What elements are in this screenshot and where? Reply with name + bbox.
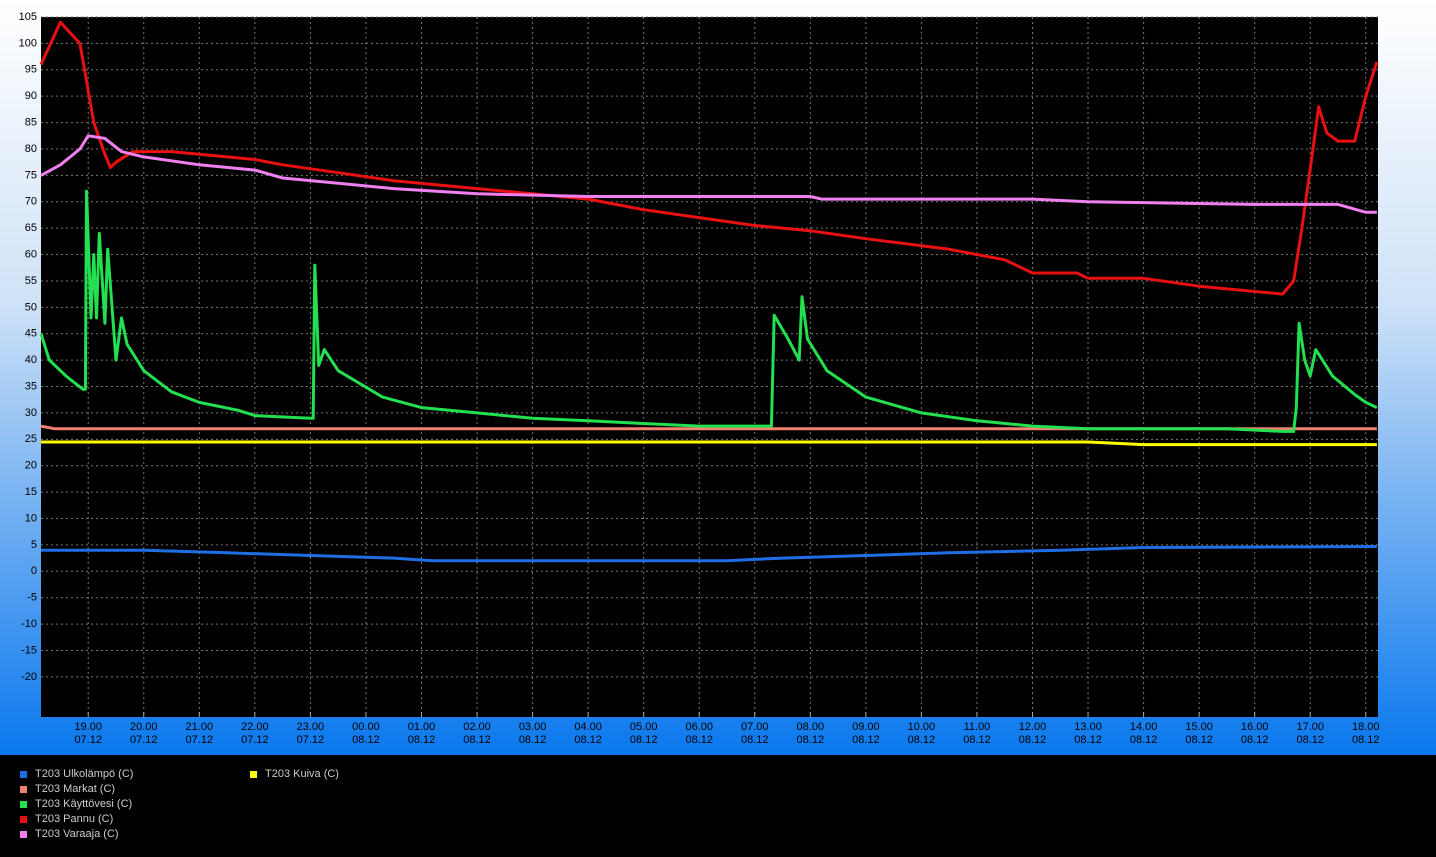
x-tick-label: 09.00 08.12 [852, 721, 880, 746]
x-tick-label: 16.00 08.12 [1240, 721, 1269, 746]
y-tick-label: 60 [25, 248, 37, 260]
y-tick-label: -20 [21, 671, 37, 683]
series-line [40, 424, 1377, 431]
x-tick-label: 23.00 07.12 [296, 721, 325, 746]
y-tick-label: 50 [25, 301, 37, 313]
y-tick-label: 105 [19, 11, 37, 23]
y-tick-label: 80 [25, 143, 37, 155]
y-tick-label: 5 [31, 539, 37, 551]
legend-label: T203 Käyttövesi (C) [35, 798, 132, 810]
y-tick-label: 45 [25, 328, 37, 340]
series-line [39, 189, 1378, 433]
x-tick-label: 07.00 08.12 [741, 721, 769, 746]
y-tick-label: 20 [25, 460, 37, 472]
legend-label: T203 Varaaja (C) [35, 828, 119, 840]
x-tick-label: 02.00 08.12 [463, 721, 491, 746]
y-tick-label: 90 [25, 90, 37, 102]
x-tick-label: 04.00 08.12 [574, 721, 602, 746]
x-tick-label: 17.00 08.12 [1296, 721, 1324, 746]
x-tick-label: 15.00 08.12 [1185, 721, 1213, 746]
y-tick-label: 55 [25, 275, 37, 287]
y-tick-label: 0 [31, 565, 37, 577]
y-tick-label: 15 [25, 486, 37, 498]
x-tick-label: 21.00 07.12 [185, 721, 214, 746]
x-tick-label: 18.00 08.12 [1352, 721, 1380, 746]
legend-label: T203 Ulkolämpö (C) [35, 768, 133, 780]
x-tick-label: 05.00 08.12 [629, 721, 658, 746]
x-tick-label: 00.00 08.12 [352, 721, 380, 746]
y-tick-label: 75 [25, 169, 37, 181]
x-tick-label: 11.00 08.12 [963, 721, 991, 746]
y-tick-label: 95 [25, 64, 37, 76]
legend-swatch [20, 801, 27, 808]
x-tick-label: 10.00 08.12 [907, 721, 936, 746]
legend-swatch [250, 771, 257, 778]
y-tick-label: -10 [21, 618, 37, 630]
legend-label: T203 Kuiva (C) [265, 768, 339, 780]
y-tick-label: 65 [25, 222, 37, 234]
y-tick-label: 70 [25, 196, 37, 208]
y-tick-label: 30 [25, 407, 37, 419]
y-tick-label: 40 [25, 354, 37, 366]
y-tick-label: 10 [25, 512, 37, 524]
legend-label: T203 Markat (C) [35, 783, 115, 795]
legend-swatch [20, 831, 27, 838]
x-tick-label: 01.00 08.12 [407, 721, 436, 746]
y-tick-label: 25 [25, 433, 37, 445]
x-tick-label: 22.00 07.12 [241, 721, 269, 746]
x-tick-label: 06.00 08.12 [685, 721, 713, 746]
series-line [40, 134, 1377, 214]
legend-swatch [20, 816, 27, 823]
y-tick-label: 100 [19, 37, 37, 49]
series-line [41, 545, 1377, 563]
x-tick-label: 13.00 08.12 [1074, 721, 1102, 746]
x-tick-label: 19.00 07.12 [74, 721, 102, 746]
y-tick-label: 35 [25, 380, 37, 392]
y-tick-label: 85 [25, 116, 37, 128]
y-tick-label: -5 [27, 592, 37, 604]
x-tick-label: 03.00 08.12 [518, 721, 547, 746]
x-tick-label: 20.00 07.12 [129, 721, 158, 746]
legend-swatch [20, 786, 27, 793]
x-tick-label: 12.00 08.12 [1018, 721, 1047, 746]
x-tick-label: 08.00 08.12 [796, 721, 825, 746]
plot-area [41, 17, 1378, 717]
legend-label: T203 Pannu (C) [35, 813, 113, 825]
x-tick-label: 14.00 08.12 [1129, 721, 1158, 746]
legend-swatch [20, 771, 27, 778]
series-line [39, 20, 1379, 296]
y-tick-label: -15 [21, 644, 37, 656]
series-line [41, 440, 1377, 447]
